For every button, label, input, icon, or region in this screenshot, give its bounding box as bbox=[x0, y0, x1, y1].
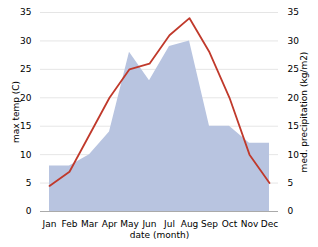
svg-text:10: 10 bbox=[288, 150, 300, 160]
svg-text:30: 30 bbox=[20, 36, 32, 46]
svg-text:Nov: Nov bbox=[241, 219, 259, 229]
svg-text:15: 15 bbox=[20, 121, 31, 131]
svg-text:May: May bbox=[120, 219, 139, 229]
svg-text:Oct: Oct bbox=[222, 219, 238, 229]
svg-text:25: 25 bbox=[20, 64, 31, 74]
svg-text:0: 0 bbox=[288, 206, 294, 216]
svg-text:25: 25 bbox=[288, 64, 299, 74]
svg-text:Jun: Jun bbox=[141, 219, 156, 229]
svg-text:med. precipitation (kg/m2): med. precipitation (kg/m2) bbox=[299, 52, 309, 173]
svg-text:0: 0 bbox=[26, 206, 32, 216]
svg-text:Mar: Mar bbox=[81, 219, 98, 229]
svg-text:5: 5 bbox=[26, 178, 32, 188]
svg-text:10: 10 bbox=[20, 150, 32, 160]
svg-text:Apr: Apr bbox=[102, 219, 118, 229]
svg-text:Dec: Dec bbox=[261, 219, 278, 229]
svg-text:Sep: Sep bbox=[201, 219, 218, 229]
svg-text:30: 30 bbox=[288, 36, 300, 46]
svg-text:35: 35 bbox=[20, 7, 31, 17]
svg-text:Feb: Feb bbox=[62, 219, 78, 229]
svg-text:35: 35 bbox=[288, 7, 299, 17]
svg-text:Jan: Jan bbox=[42, 219, 57, 229]
svg-text:20: 20 bbox=[288, 93, 300, 103]
svg-text:5: 5 bbox=[288, 178, 294, 188]
svg-text:Aug: Aug bbox=[181, 219, 199, 229]
svg-text:20: 20 bbox=[20, 93, 32, 103]
svg-text:15: 15 bbox=[288, 121, 299, 131]
svg-text:date (month): date (month) bbox=[130, 230, 189, 240]
svg-text:Jul: Jul bbox=[163, 219, 175, 229]
svg-text:max temp (C): max temp (C) bbox=[11, 81, 21, 143]
